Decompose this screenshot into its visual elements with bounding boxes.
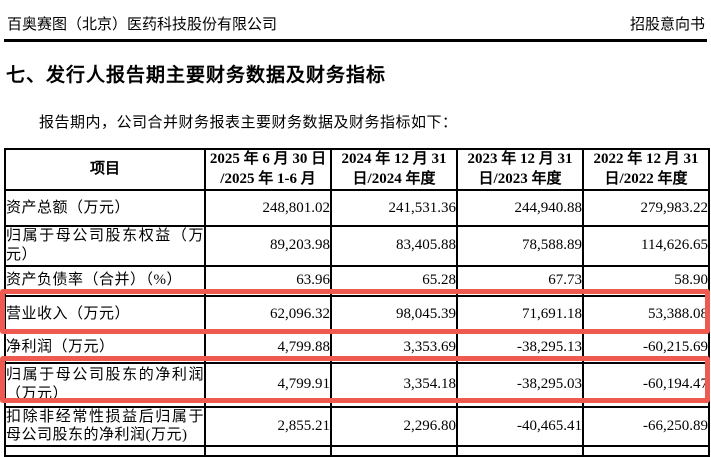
row-label: 归属于母公司股东的净利润（万元）: [4, 361, 206, 408]
table-row-debt-ratio: 资产负债率（合并）（%） 63.96 65.28 67.73 58.90: [4, 264, 710, 297]
row-label: 营业收入（万元）: [4, 294, 206, 334]
column-header-2025: 2025 年 6 月 30 日 /2025 年 1-6 月: [204, 148, 332, 191]
column-header-item: 项目: [4, 148, 206, 191]
table-row-deducted-net-profit: 扣除非经常性损益后归属于母公司股东的净利润(万元) 2,855.21 2,296…: [4, 405, 710, 447]
row-label: 资产总额（万元）: [4, 189, 206, 227]
table-row-operating-revenue: 营业收入（万元） 62,096.32 98,045.39 71,691.18 5…: [4, 294, 710, 334]
company-name: 百奥赛图（北京）医药科技股份有限公司: [7, 17, 278, 33]
cell-value: 71,691.18: [456, 294, 584, 334]
row-label: 归属于母公司股东权益（万元）: [4, 225, 206, 267]
cell-value: 3,353.69: [330, 331, 458, 364]
row-label: 资产负债率（合并）（%）: [4, 264, 206, 297]
cell-value: -40,465.41: [456, 405, 584, 447]
cell-value: 279,983.22: [582, 189, 710, 227]
column-header-2024: 2024 年 12 月 31 日/2024 年度: [330, 148, 458, 191]
cell-value: 2,296.80: [330, 405, 458, 447]
table-row-total-assets: 资产总额（万元） 248,801.02 241,531.36 244,940.8…: [4, 189, 710, 227]
financial-table: 项目 2025 年 6 月 30 日 /2025 年 1-6 月 2024 年 …: [4, 148, 710, 457]
cell-value: 244,940.88: [456, 189, 584, 227]
cell-value: -38,295.13: [456, 331, 584, 364]
cell-value: 65.28: [330, 264, 458, 297]
table-row-parent-equity: 归属于母公司股东权益（万元） 89,203.98 83,405.88 78,58…: [4, 225, 710, 267]
cell-value: 98,045.39: [330, 294, 458, 334]
cell-value: -38,295.03: [456, 361, 584, 408]
cell-value: 4,799.88: [204, 331, 332, 364]
cell-value: 63.96: [204, 264, 332, 297]
intro-paragraph: 报告期内，公司合并财务报表主要财务数据及财务指标如下：: [39, 115, 458, 131]
table-header-row: 项目 2025 年 6 月 30 日 /2025 年 1-6 月 2024 年 …: [4, 148, 710, 191]
cell-value: 241,531.36: [330, 189, 458, 227]
row-label: 净利润（万元）: [4, 331, 206, 364]
cell-value: 3,354.18: [330, 361, 458, 408]
cell-value: 78,588.89: [456, 225, 584, 267]
table-row-parent-net-profit: 归属于母公司股东的净利润（万元） 4,799.91 3,354.18 -38,2…: [4, 361, 710, 408]
table-row-clipped: [4, 445, 710, 457]
cell-value: 2,855.21: [204, 405, 332, 447]
cell-value: 114,626.65: [582, 225, 710, 267]
column-header-2022: 2022 年 12 月 31 日/2022 年度: [582, 148, 710, 191]
doc-type-label: 招股意向书: [629, 17, 705, 33]
column-header-2023: 2023 年 12 月 31 日/2023 年度: [456, 148, 584, 191]
cell-value: 4,799.91: [204, 361, 332, 408]
section-title: 七、发行人报告期主要财务数据及财务指标: [6, 65, 387, 86]
cell-value: 83,405.88: [330, 225, 458, 267]
cell-value: -60,194.47: [582, 361, 710, 408]
header-divider: [4, 39, 707, 42]
cell-value: 89,203.98: [204, 225, 332, 267]
cell-value: 58.90: [582, 264, 710, 297]
row-label: 扣除非经常性损益后归属于母公司股东的净利润(万元): [4, 405, 206, 447]
cell-value: -66,250.89: [582, 405, 710, 447]
table-row-net-profit: 净利润（万元） 4,799.88 3,353.69 -38,295.13 -60…: [4, 331, 710, 364]
cell-value: 248,801.02: [204, 189, 332, 227]
cell-value: 62,096.32: [204, 294, 332, 334]
doc-header: 百奥赛图（北京）医药科技股份有限公司 招股意向书: [7, 17, 705, 34]
cell-value: 67.73: [456, 264, 584, 297]
cell-value: -60,215.69: [582, 331, 710, 364]
cell-value: 53,388.08: [582, 294, 710, 334]
